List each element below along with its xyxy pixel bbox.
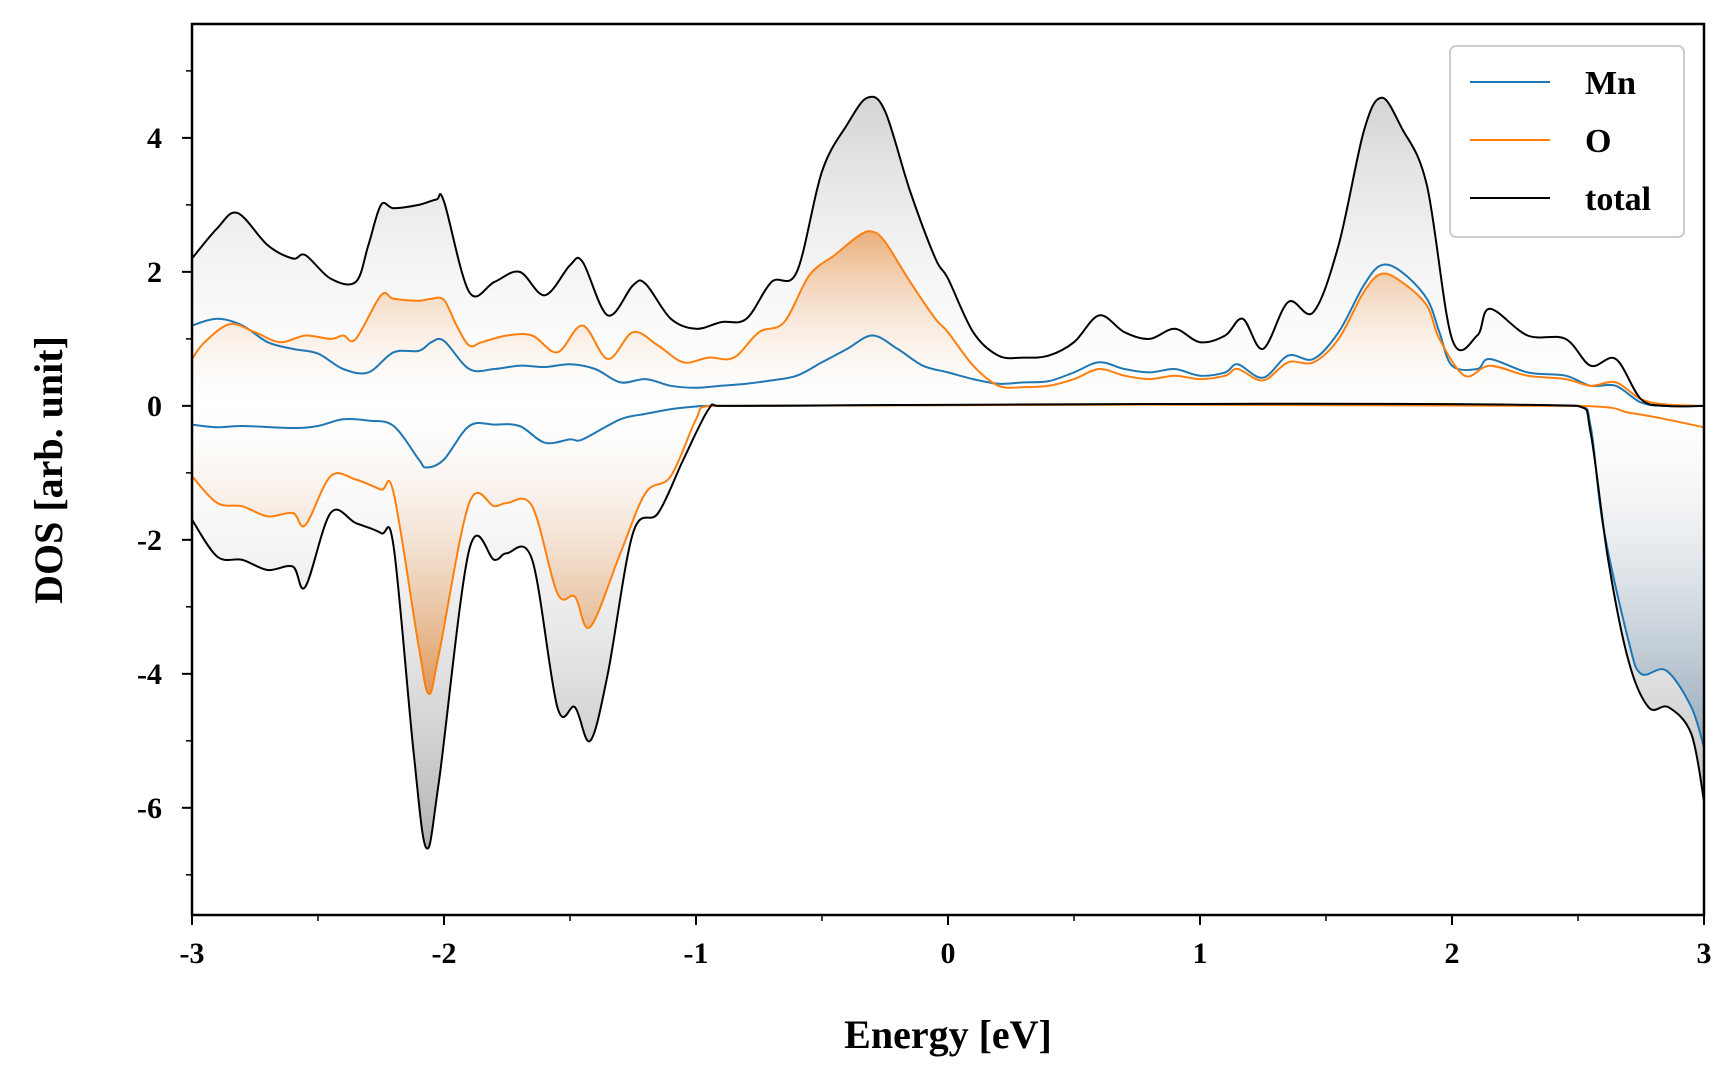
y-tick-label: -6 — [137, 792, 162, 825]
x-tick-label: -2 — [432, 937, 457, 970]
y-tick-label: 4 — [147, 122, 162, 155]
legend-label-mn: Mn — [1585, 65, 1636, 102]
legend-label-o: O — [1585, 123, 1611, 160]
o-spin-down-fill — [192, 404, 1704, 694]
o-spin-up-line — [192, 230, 1704, 407]
legend-box — [1449, 45, 1685, 238]
y-tick-label: -2 — [137, 524, 162, 557]
total-spin-up-fill — [192, 96, 1704, 407]
x-tick-label: 1 — [1193, 937, 1208, 970]
y-tick-label: 2 — [147, 256, 162, 289]
y-tick-label: 0 — [147, 390, 162, 423]
x-tick-label: 2 — [1445, 937, 1460, 970]
mn-spin-up-line — [192, 263, 1704, 408]
y-tick-label: -4 — [137, 658, 162, 691]
x-axis-title: Energy [eV] — [844, 1012, 1052, 1057]
total-spin-down-line — [192, 402, 1704, 850]
x-tick-label: -3 — [180, 937, 205, 970]
x-tick-label: 0 — [941, 937, 956, 970]
series-lines — [192, 95, 1704, 850]
o-spin-up-fill — [192, 231, 1704, 406]
y-axis-title: DOS [arb. unit] — [26, 336, 71, 604]
total-spin-up-line — [192, 95, 1704, 408]
legend-label-total: total — [1585, 181, 1651, 218]
x-tick-label: -1 — [684, 937, 709, 970]
axes: -3 -2 -1 0 1 2 3 -6 -4 -2 0 2 4 — [137, 22, 1712, 970]
x-tick-label: 3 — [1697, 937, 1712, 970]
fill-areas — [192, 96, 1704, 849]
